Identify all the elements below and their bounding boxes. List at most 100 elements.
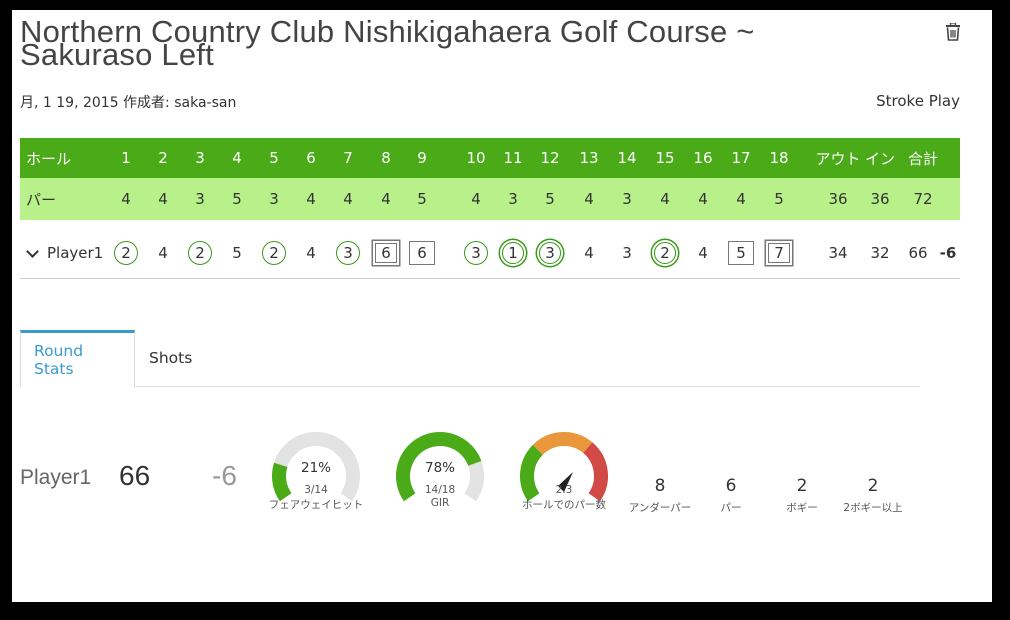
- par-value: 5: [232, 190, 242, 208]
- gir-gauge-fill: [396, 432, 482, 502]
- player-out: 34: [828, 244, 848, 262]
- in-label: イン: [864, 149, 895, 168]
- hole-number: 7: [343, 149, 353, 167]
- needle-icon: [558, 472, 573, 492]
- par-value: 4: [584, 190, 594, 208]
- hole-score[interactable]: 6: [375, 243, 397, 263]
- stats-score: 66: [119, 460, 151, 491]
- hole-score[interactable]: 4: [584, 244, 594, 262]
- hole-score[interactable]: 4: [306, 244, 316, 262]
- hole-score-cell: 3: [456, 228, 496, 278]
- hole-score-cell: 6: [402, 228, 442, 278]
- player-score-row[interactable]: Player1 2 4 2 5 2 4 3 6 6 3 1 3 4 3 2 4 5 7 34 32 66 -6: [20, 228, 960, 278]
- hole-number: 16: [693, 149, 713, 167]
- bogey-count: 2 ボギー: [760, 476, 844, 515]
- hole-number: 5: [269, 149, 279, 167]
- hole-number: 14: [617, 149, 637, 167]
- stats-to-par: -6: [212, 460, 237, 491]
- player-in: 32: [870, 244, 890, 262]
- hole-score[interactable]: 6: [409, 241, 435, 265]
- player-total: 66: [908, 244, 928, 262]
- hole-number: 3: [195, 149, 205, 167]
- tab-round-stats[interactable]: Round Stats: [20, 330, 135, 387]
- par-value: 3: [508, 190, 518, 208]
- hole-score[interactable]: 2: [188, 241, 212, 265]
- hole-score[interactable]: 5: [232, 244, 242, 262]
- fairway-frac: 3/14: [304, 484, 328, 496]
- par-in: 36: [870, 190, 890, 208]
- hole-score-cell: 4: [569, 228, 609, 278]
- gir-gauge: 78% 14/18 GIR: [394, 430, 486, 510]
- hole-score-cell: 2: [106, 228, 146, 278]
- under-par-count: 8 アンダーパー: [618, 476, 702, 515]
- double-bogey-label: 2ボギー以上: [843, 502, 903, 514]
- hole-score[interactable]: 2: [114, 241, 138, 265]
- fairway-label: フェアウェイヒット: [268, 499, 364, 511]
- hole-score[interactable]: 2: [654, 242, 676, 264]
- par-value: 4: [660, 190, 670, 208]
- out-label: アウト: [815, 149, 861, 168]
- hole-score-cell: 3: [607, 228, 647, 278]
- under-par-label: アンダーパー: [628, 502, 692, 514]
- par-value: 4: [158, 190, 168, 208]
- putts-gauge: 2.3 ホールでのパー数: [518, 430, 610, 511]
- chevron-down-icon[interactable]: [26, 244, 39, 258]
- hole-header-row: ホール 1 2 3 4 5 6 7 8 9 10 11 12 13 14 15 16 17 18 アウト イン 合計: [20, 138, 960, 178]
- fairway-gauge: 21% 3/14 フェアウェイヒット: [269, 430, 363, 511]
- hole-label: ホール: [26, 149, 72, 168]
- hole-number: 15: [655, 149, 675, 167]
- hole-score-cell: 4: [143, 228, 183, 278]
- hole-score[interactable]: 3: [539, 242, 561, 264]
- hole-score-cell: 2: [645, 228, 685, 278]
- par-value: 3: [622, 190, 632, 208]
- hole-score-cell: 5: [217, 228, 257, 278]
- double-bogey-number: 2: [867, 476, 879, 496]
- tab-shots[interactable]: Shots: [149, 349, 193, 367]
- par-label: パー: [26, 190, 57, 209]
- par-count: 6 パー: [689, 476, 773, 515]
- hole-score-cell: 7: [759, 228, 799, 278]
- hole-number: 9: [417, 149, 427, 167]
- stats-player-name: Player1: [20, 466, 92, 489]
- par-value: 5: [417, 190, 427, 208]
- hole-number: 6: [306, 149, 316, 167]
- hole-score-cell: 4: [683, 228, 723, 278]
- par-value: 4: [306, 190, 316, 208]
- hole-number: 12: [540, 149, 560, 167]
- hole-score[interactable]: 7: [768, 243, 790, 263]
- hole-score[interactable]: 1: [502, 242, 524, 264]
- par-count-label: パー: [720, 502, 742, 514]
- stats-tabs: Round Stats Shots: [20, 330, 920, 387]
- trash-icon[interactable]: [945, 22, 961, 41]
- hole-score[interactable]: 4: [698, 244, 708, 262]
- hole-score[interactable]: 3: [336, 241, 360, 265]
- play-mode: Stroke Play: [876, 92, 960, 110]
- hole-score[interactable]: 4: [158, 244, 168, 262]
- hole-score[interactable]: 5: [728, 241, 754, 265]
- par-out: 36: [828, 190, 848, 208]
- hole-number: 13: [579, 149, 599, 167]
- round-panel: Northern Country Club Nishikigahaera Gol…: [12, 10, 992, 602]
- player-to-par: -6: [939, 244, 957, 262]
- hole-score-cell: 2: [180, 228, 220, 278]
- hole-number: 11: [503, 149, 523, 167]
- divider: [20, 278, 960, 279]
- putts-gauge-low: [520, 444, 544, 502]
- hole-score[interactable]: 3: [464, 241, 488, 265]
- par-value: 4: [343, 190, 353, 208]
- hole-score-cell: 1: [493, 228, 533, 278]
- par-value: 4: [381, 190, 391, 208]
- fairway-gauge-fill: [272, 462, 292, 502]
- hole-score-cell: 3: [328, 228, 368, 278]
- gir-pct: 78%: [424, 460, 455, 476]
- hole-score[interactable]: 3: [622, 244, 632, 262]
- hole-number: 8: [381, 149, 391, 167]
- par-total: 72: [913, 190, 933, 208]
- hole-score-cell: 6: [366, 228, 406, 278]
- fairway-gauge-arc: [272, 432, 360, 502]
- hole-score[interactable]: 2: [262, 241, 286, 265]
- bogey-label: ボギー: [786, 502, 818, 514]
- player-toggle[interactable]: Player1: [26, 228, 103, 278]
- putts-gauge-arc: [520, 432, 608, 502]
- par-value: 5: [545, 190, 555, 208]
